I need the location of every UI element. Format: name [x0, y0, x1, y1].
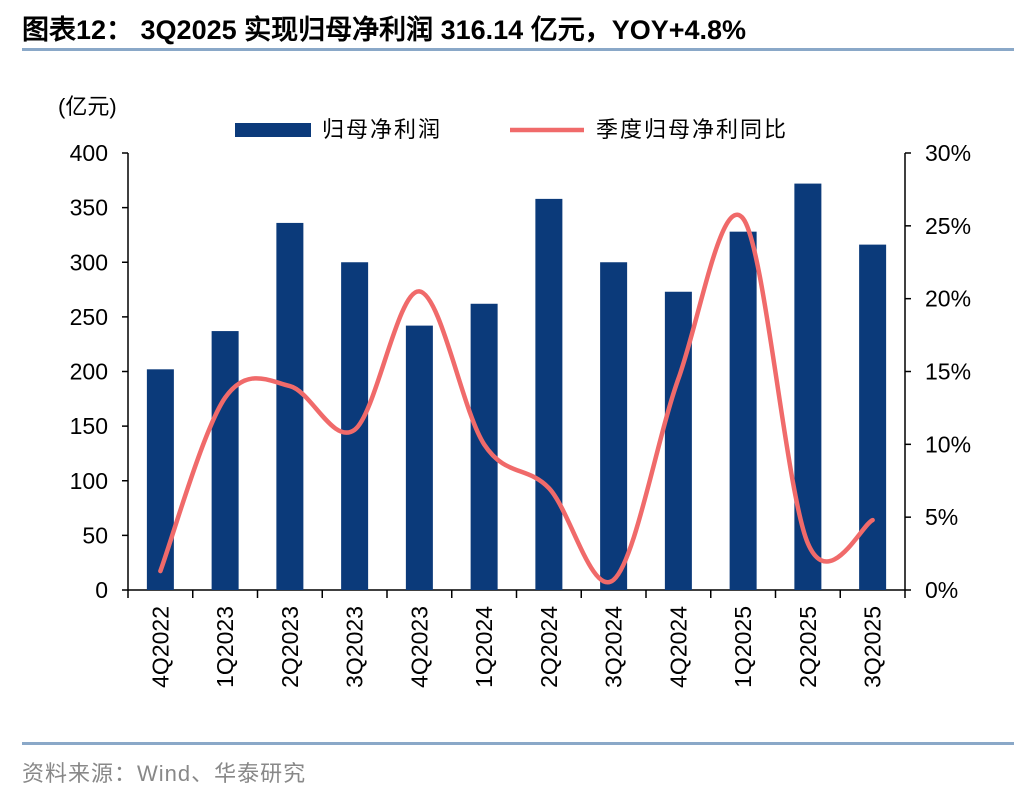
title-divider: [22, 48, 1014, 51]
y-tick-label: 200: [70, 359, 108, 385]
x-tick-label: 3Q2024: [601, 606, 627, 688]
footer-divider: [22, 742, 1014, 745]
x-tick-label: 2Q2023: [277, 606, 303, 688]
yoy-line: [158, 212, 875, 585]
bar: [146, 369, 174, 590]
y2-tick-label: 30%: [925, 140, 971, 166]
x-tick-label: 1Q2025: [730, 606, 756, 688]
y-tick-label: 0: [95, 577, 108, 603]
x-tick-label: 2Q2025: [795, 606, 821, 688]
y-tick-label: 100: [70, 468, 108, 494]
bar: [794, 183, 822, 590]
legend-swatch-bar: [235, 123, 311, 137]
axes: 0 50 100 150 200 250 300 350 400 0% 5% 10% 15% 20% 25%…: [58, 94, 971, 688]
x-tick-label: 4Q2022: [147, 606, 173, 688]
y-axis-unit: (亿元): [58, 94, 117, 119]
y2-tick-label: 5%: [925, 504, 958, 530]
y-tick-label: 150: [70, 413, 108, 439]
y-tick-label: 250: [70, 304, 108, 330]
y2-tick-label: 25%: [925, 213, 971, 239]
x-tick-label: 1Q2024: [471, 606, 497, 688]
y2-tick-label: 15%: [925, 359, 971, 385]
y-tick-label: 350: [70, 195, 108, 221]
legend: 归母净利润 季度归母净利同比: [235, 117, 788, 142]
bar: [276, 222, 304, 591]
bar-series: [146, 183, 887, 591]
bar: [664, 291, 692, 590]
bar: [535, 198, 563, 590]
page-title: 图表12： 3Q2025 实现归母净利润 316.14 亿元，YOY+4.8%: [22, 15, 747, 45]
x-tick-label: 4Q2024: [665, 606, 691, 688]
bar: [600, 262, 628, 590]
y2-tick-label: 0%: [925, 577, 958, 603]
legend-label: 归母净利润: [322, 117, 442, 142]
y-tick-label: 300: [70, 249, 108, 275]
y-tick-label: 400: [70, 140, 108, 166]
x-tick-label: 3Q2023: [342, 606, 368, 688]
chart: 0 50 100 150 200 250 300 350 400 0% 5% 10% 15% 20% 25%…: [58, 94, 971, 688]
source-note: 资料来源：Wind、华泰研究: [22, 761, 307, 786]
x-tick-label: 2Q2024: [536, 606, 562, 688]
bar: [211, 331, 239, 590]
x-tick-label: 3Q2025: [860, 606, 886, 688]
y2-tick-label: 10%: [925, 431, 971, 457]
line-series: [158, 212, 875, 585]
y2-tick-label: 20%: [925, 286, 971, 312]
bar: [729, 231, 757, 590]
x-tick-label: 1Q2023: [212, 606, 238, 688]
bar: [859, 244, 887, 590]
bar: [405, 325, 433, 590]
bar: [341, 262, 369, 590]
x-tick-label: 4Q2023: [406, 606, 432, 688]
legend-label: 季度归母净利同比: [596, 117, 788, 142]
y-tick-label: 50: [82, 522, 108, 548]
